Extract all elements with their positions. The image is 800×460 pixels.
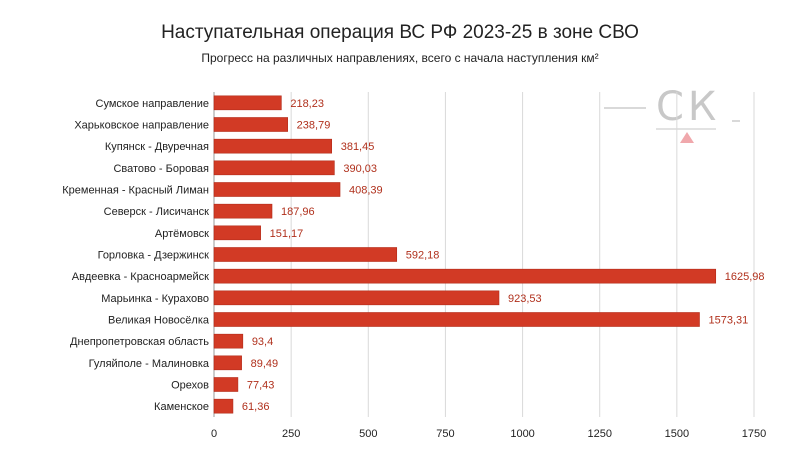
value-label: 1625,98 [725, 271, 765, 283]
value-label: 238,79 [297, 120, 331, 132]
category-label: Гуляйполе - Малиновка [89, 358, 210, 370]
x-tick-label: 500 [359, 428, 377, 440]
x-tick-label: 0 [211, 428, 217, 440]
value-label: 381,45 [341, 141, 375, 153]
x-tick-label: 1500 [665, 428, 689, 440]
value-label: 77,43 [247, 380, 275, 392]
category-label: Марьинка - Курахово [101, 293, 209, 305]
x-tick-label: 1250 [587, 428, 611, 440]
bar [213, 312, 700, 327]
bar [213, 95, 282, 111]
category-label: Каменское [154, 401, 209, 413]
sk-logo: СК [604, 80, 754, 150]
x-tick-label: 1750 [742, 428, 766, 440]
category-label: Купянск - Двуречная [105, 141, 209, 153]
logo-dash-left [604, 107, 646, 109]
value-label: 592,18 [406, 250, 440, 262]
x-tick-label: 750 [436, 428, 454, 440]
logo-underline [656, 128, 716, 130]
bar [213, 355, 242, 371]
value-label: 89,49 [251, 358, 279, 370]
bar [213, 398, 234, 414]
chart-subtitle: Прогресс на различных направлениях, всег… [201, 51, 599, 65]
category-label: Авдеевка - Красноармейск [72, 271, 209, 283]
logo-text: СК [656, 84, 721, 130]
category-label: Сватово - Боровая [113, 163, 209, 175]
bar [213, 290, 500, 306]
value-label: 187,96 [281, 206, 315, 218]
bar [213, 160, 335, 176]
category-label: Харьковское направление [74, 120, 209, 132]
category-label: Орехов [171, 380, 209, 392]
logo-dash-right [732, 120, 740, 122]
category-label: Сумское направление [96, 98, 209, 110]
bar [213, 225, 261, 241]
value-label: 218,23 [290, 98, 324, 110]
category-label: Кременная - Красный Лиман [62, 185, 209, 197]
bar [213, 182, 341, 197]
bar [213, 138, 333, 154]
value-label: 923,53 [508, 293, 542, 305]
bar [213, 203, 273, 219]
bar [213, 333, 244, 349]
x-tick-label: 1000 [510, 428, 534, 440]
value-label: 1573,31 [708, 315, 748, 327]
value-label: 61,36 [242, 401, 270, 413]
category-label: Артёмовск [155, 228, 209, 240]
bar [213, 117, 288, 132]
bar [213, 377, 239, 392]
bar [213, 247, 398, 262]
category-label: Днепропетровская область [70, 336, 209, 348]
bar [213, 268, 717, 284]
logo-triangle-icon [680, 132, 694, 143]
category-label: Горловка - Дзержинск [98, 250, 210, 262]
category-label: Северск - Лисичанск [104, 206, 210, 218]
value-label: 93,4 [252, 336, 273, 348]
value-label: 151,17 [270, 228, 304, 240]
category-label: Великая Новосёлка [108, 315, 210, 327]
x-tick-label: 250 [282, 428, 300, 440]
value-label: 390,03 [343, 163, 377, 175]
chart-title: Наступательная операция ВС РФ 2023-25 в … [161, 22, 639, 43]
value-label: 408,39 [349, 185, 383, 197]
